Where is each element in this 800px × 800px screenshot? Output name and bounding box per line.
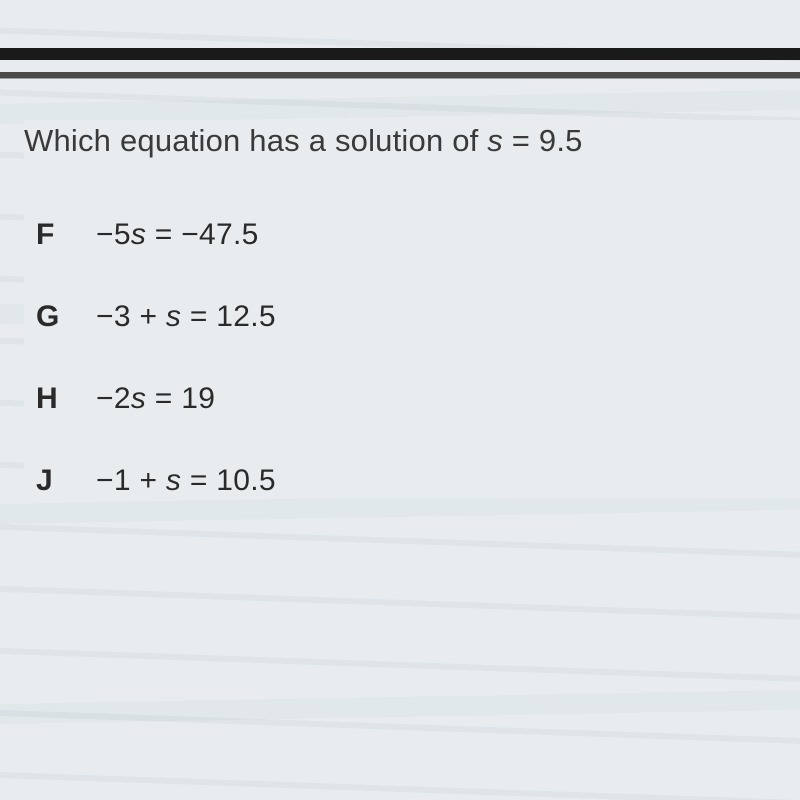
answer-choices: F −5s = −47.5 G −3 + s = 12.5 H −2s = 19… xyxy=(24,218,800,498)
question-text: Which equation has a solution of s = 9.5 xyxy=(24,120,800,162)
eq-prefix: −1 + xyxy=(96,464,166,497)
eq-suffix: = −47.5 xyxy=(146,218,259,251)
eq-prefix: −3 + xyxy=(96,300,166,333)
question-prefix: Which equation has a solution of xyxy=(24,123,487,158)
eq-var: s xyxy=(131,382,146,415)
choice-label: J xyxy=(36,464,96,498)
choice-g[interactable]: G −3 + s = 12.5 xyxy=(36,300,800,334)
choice-equation: −3 + s = 12.5 xyxy=(96,300,276,334)
choice-f[interactable]: F −5s = −47.5 xyxy=(36,218,800,252)
choice-equation: −5s = −47.5 xyxy=(96,218,259,252)
eq-suffix: = 19 xyxy=(146,382,215,415)
eq-var: s xyxy=(131,218,146,251)
choice-label: H xyxy=(36,382,96,416)
choice-h[interactable]: H −2s = 19 xyxy=(36,382,800,416)
question-variable: s xyxy=(487,123,503,158)
choice-equation: −1 + s = 10.5 xyxy=(96,464,276,498)
choice-label: G xyxy=(36,300,96,334)
eq-var: s xyxy=(166,464,181,497)
eq-suffix: = 12.5 xyxy=(181,300,276,333)
question-equals: = 9.5 xyxy=(503,123,583,158)
choice-label: F xyxy=(36,218,96,252)
eq-var: s xyxy=(166,300,181,333)
question-block: Which equation has a solution of s = 9.5… xyxy=(24,120,800,498)
choice-j[interactable]: J −1 + s = 10.5 xyxy=(36,464,800,498)
eq-prefix: −5 xyxy=(96,218,131,251)
eq-prefix: −2 xyxy=(96,382,131,415)
choice-equation: −2s = 19 xyxy=(96,382,215,416)
eq-suffix: = 10.5 xyxy=(181,464,276,497)
